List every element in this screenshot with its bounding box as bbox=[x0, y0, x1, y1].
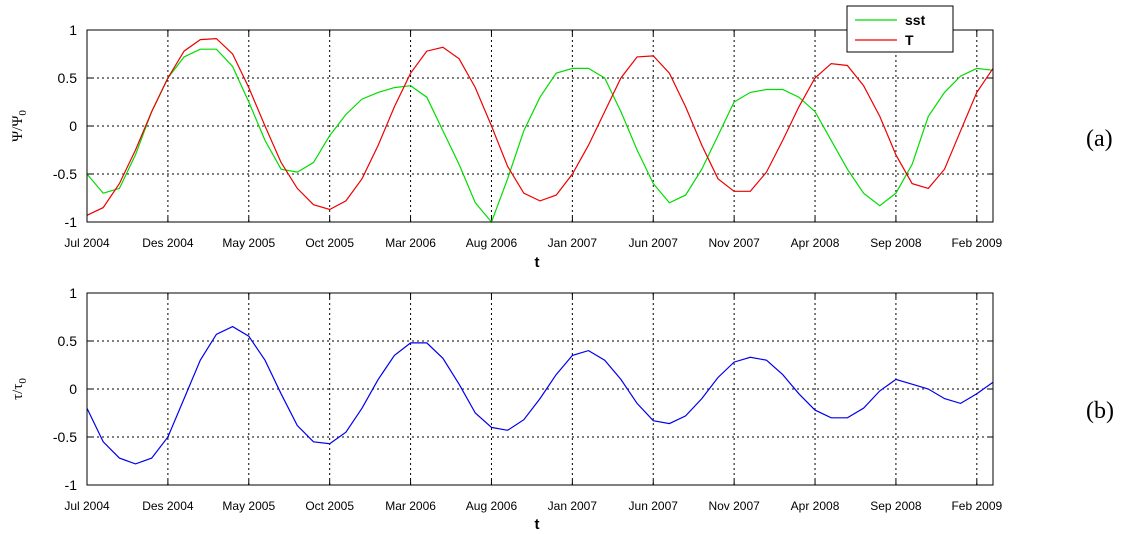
y-axis-label: τ/τ0 bbox=[10, 378, 29, 400]
y-tick-label: 0.5 bbox=[58, 70, 78, 86]
x-tick-label: Des 2004 bbox=[142, 499, 194, 513]
x-tick-label: Jul 2004 bbox=[64, 499, 110, 513]
x-tick-label: Aug 2006 bbox=[466, 236, 518, 250]
x-tick-label: May 2005 bbox=[222, 499, 275, 513]
x-tick-label: Nov 2007 bbox=[708, 236, 760, 250]
x-tick-label: Jun 2007 bbox=[629, 236, 679, 250]
x-tick-label: Feb 2009 bbox=[951, 236, 1002, 250]
y-tick-label: 1 bbox=[69, 285, 77, 301]
x-tick-label: Oct 2005 bbox=[305, 499, 354, 513]
x-tick-label: Sep 2008 bbox=[870, 499, 922, 513]
x-tick-label: Oct 2005 bbox=[305, 236, 354, 250]
series-line-t bbox=[86, 37, 994, 216]
y-axis-label: Ψ/Ψ0 bbox=[10, 110, 29, 142]
x-tick-label: Mar 2006 bbox=[385, 499, 436, 513]
x-axis-label: t bbox=[535, 516, 540, 533]
x-tick-label: May 2005 bbox=[222, 236, 275, 250]
x-tick-label: Jul 2004 bbox=[64, 236, 110, 250]
x-tick-label: Aug 2006 bbox=[466, 499, 518, 513]
x-tick-label: Apr 2008 bbox=[791, 236, 840, 250]
x-tick-label: Jun 2007 bbox=[629, 499, 679, 513]
y-tick-label: -1 bbox=[65, 214, 78, 230]
y-tick-label: -0.5 bbox=[53, 166, 77, 182]
x-tick-label: Jan 2007 bbox=[548, 499, 598, 513]
chart-panel-a: Jul 2004 Des 2004 May 2005 Oct 2005 Mar 2006… bbox=[10, 5, 1002, 271]
x-tick-label: Apr 2008 bbox=[791, 499, 840, 513]
y-tick-label: -0.5 bbox=[53, 429, 77, 445]
y-tick-label: 1 bbox=[69, 22, 77, 38]
x-tick-label: Des 2004 bbox=[142, 236, 194, 250]
axes-frame bbox=[86, 29, 994, 223]
y-tick-label: -1 bbox=[65, 477, 78, 493]
y-tick-label: 0 bbox=[69, 381, 77, 397]
axes-frame bbox=[86, 292, 994, 486]
panel-label-a: (a) bbox=[1086, 126, 1113, 152]
series-line-tau bbox=[86, 325, 994, 465]
x-tick-label: Feb 2009 bbox=[951, 499, 1002, 513]
x-tick-label: Nov 2007 bbox=[708, 499, 760, 513]
y-tick-label: 0.5 bbox=[58, 333, 78, 349]
x-tick-label: Mar 2006 bbox=[385, 236, 436, 250]
x-tick-label: Sep 2008 bbox=[870, 236, 922, 250]
x-axis-label: t bbox=[535, 254, 540, 271]
y-tick-label: 0 bbox=[69, 118, 77, 134]
legend-box bbox=[846, 5, 954, 53]
series-line-sst bbox=[86, 48, 994, 224]
x-tick-label: Jan 2007 bbox=[548, 236, 598, 250]
chart-panel-b: Jul 2004 Des 2004 May 2005 Oct 2005 Mar 2006… bbox=[10, 285, 1002, 533]
legend-label-sst: sst bbox=[905, 12, 926, 28]
legend-label-t: T bbox=[905, 32, 914, 48]
panel-label-b: (b) bbox=[1086, 398, 1114, 424]
